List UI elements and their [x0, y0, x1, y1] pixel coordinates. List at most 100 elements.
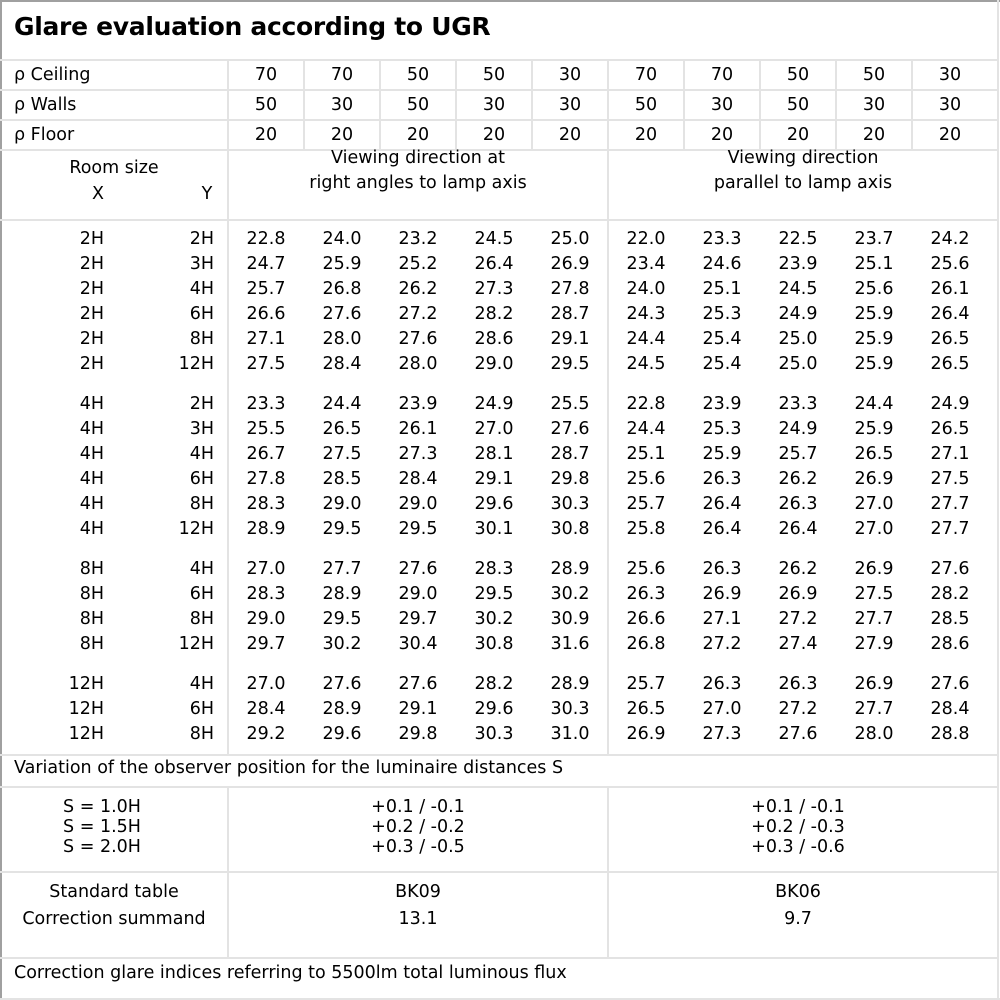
room-size-x: 4H — [79, 444, 104, 464]
grid-line — [0, 59, 998, 61]
grid-line — [0, 957, 998, 959]
ugr-value: 27.6 — [398, 329, 438, 349]
ugr-value: 25.2 — [398, 254, 438, 274]
variation-label: Variation of the observer position for t… — [14, 758, 564, 778]
room-size-x: 2H — [79, 279, 104, 299]
reflectance-value: 20 — [710, 125, 734, 145]
room-size-label: Room size — [69, 158, 159, 178]
standard-table-value: BK06 — [775, 882, 821, 902]
ugr-value: 26.4 — [930, 304, 970, 324]
reflectance-value: 50 — [254, 95, 278, 115]
ugr-value: 25.7 — [778, 444, 818, 464]
ugr-value: 26.9 — [854, 469, 894, 489]
ugr-value: 26.3 — [626, 584, 666, 604]
ugr-value: 24.9 — [778, 419, 818, 439]
reflectance-row: ρ Ceiling 70 70 50 50 30 70 70 50 50 30 — [0, 60, 998, 90]
ugr-value: 29.0 — [322, 494, 362, 514]
page-title: Glare evaluation according to UGR — [14, 12, 491, 41]
ugr-value: 26.9 — [778, 584, 818, 604]
grid-line — [227, 787, 229, 958]
ugr-value: 25.9 — [854, 419, 894, 439]
ugr-value: 26.3 — [702, 469, 742, 489]
room-size-y: 6H — [189, 699, 214, 719]
room-size-x: 2H — [79, 304, 104, 324]
ugr-value: 22.5 — [778, 229, 818, 249]
parallel-direction-header: Viewing direction parallel to lamp axis — [608, 146, 998, 196]
ugr-value: 27.6 — [778, 724, 818, 744]
ugr-value: 25.0 — [778, 329, 818, 349]
ugr-value: 28.0 — [398, 354, 438, 374]
ugr-value: 29.1 — [550, 329, 590, 349]
outer-border-left — [0, 0, 2, 1000]
grid-line — [303, 60, 305, 90]
ugr-value: 25.4 — [702, 329, 742, 349]
ugr-value: 29.6 — [474, 699, 514, 719]
reflectance-value: 50 — [406, 95, 430, 115]
room-size-x: 4H — [79, 519, 104, 539]
grid-line — [911, 90, 913, 120]
grid-line — [303, 120, 305, 150]
grid-line — [607, 90, 609, 120]
ugr-value: 22.0 — [626, 229, 666, 249]
ugr-value: 25.0 — [778, 354, 818, 374]
reflectance-value: 30 — [330, 95, 354, 115]
room-size-x: 2H — [79, 329, 104, 349]
room-size-y: 4H — [189, 559, 214, 579]
ugr-value: 26.3 — [702, 559, 742, 579]
room-size-x: 8H — [79, 584, 104, 604]
ugr-value: 25.1 — [626, 444, 666, 464]
reflectance-value: 50 — [786, 65, 810, 85]
ugr-value: 26.3 — [702, 674, 742, 694]
room-size-x: 4H — [79, 469, 104, 489]
ugr-value: 28.5 — [930, 609, 970, 629]
reflectance-value: 20 — [406, 125, 430, 145]
ugr-value: 26.5 — [930, 329, 970, 349]
grid-line — [0, 219, 998, 221]
ugr-value: 27.4 — [778, 634, 818, 654]
s-label: S = 1.0H — [63, 797, 141, 817]
ugr-value: 26.6 — [246, 304, 286, 324]
ugr-value: 28.4 — [246, 699, 286, 719]
ugr-value: 28.9 — [550, 559, 590, 579]
ugr-value: 27.0 — [246, 674, 286, 694]
room-size-x-label: X — [92, 184, 104, 204]
reflectance-value: 50 — [634, 95, 658, 115]
ugr-value: 23.7 — [854, 229, 894, 249]
room-size-y: 6H — [189, 469, 214, 489]
ugr-value: 27.5 — [246, 354, 286, 374]
ugr-value: 26.9 — [854, 674, 894, 694]
ugr-value: 28.3 — [246, 584, 286, 604]
ugr-value: 29.2 — [246, 724, 286, 744]
reflectance-value: 50 — [406, 65, 430, 85]
ugr-value: 25.9 — [854, 304, 894, 324]
ugr-value: 27.7 — [854, 699, 894, 719]
grid-line — [379, 90, 381, 120]
reflectance-value: 70 — [710, 65, 734, 85]
grid-line — [531, 120, 533, 150]
outer-border-top — [0, 0, 1000, 2]
room-size-y: 8H — [189, 494, 214, 514]
ugr-value: 27.0 — [474, 419, 514, 439]
ugr-value: 26.3 — [778, 674, 818, 694]
grid-line — [0, 149, 998, 151]
s-labels: S = 1.0H S = 1.5H S = 2.0H — [0, 797, 204, 857]
ugr-value: 27.7 — [322, 559, 362, 579]
ugr-value: 26.9 — [854, 559, 894, 579]
ugr-value: 27.3 — [702, 724, 742, 744]
ugr-value: 26.1 — [930, 279, 970, 299]
reflectance-value: 20 — [786, 125, 810, 145]
ugr-value: 26.4 — [778, 519, 818, 539]
ugr-value: 25.5 — [550, 394, 590, 414]
ugr-value: 30.8 — [550, 519, 590, 539]
ugr-value: 27.3 — [474, 279, 514, 299]
ugr-value: 28.7 — [550, 444, 590, 464]
reflectance-value: 50 — [482, 65, 506, 85]
room-size-y: 2H — [189, 394, 214, 414]
reflectance-value: 30 — [558, 65, 582, 85]
grid-line — [379, 60, 381, 90]
room-size-x: 2H — [79, 354, 104, 374]
reflectance-value: 30 — [710, 95, 734, 115]
grid-line — [911, 60, 913, 90]
room-size-y: 12H — [178, 354, 214, 374]
ugr-value: 27.0 — [854, 519, 894, 539]
